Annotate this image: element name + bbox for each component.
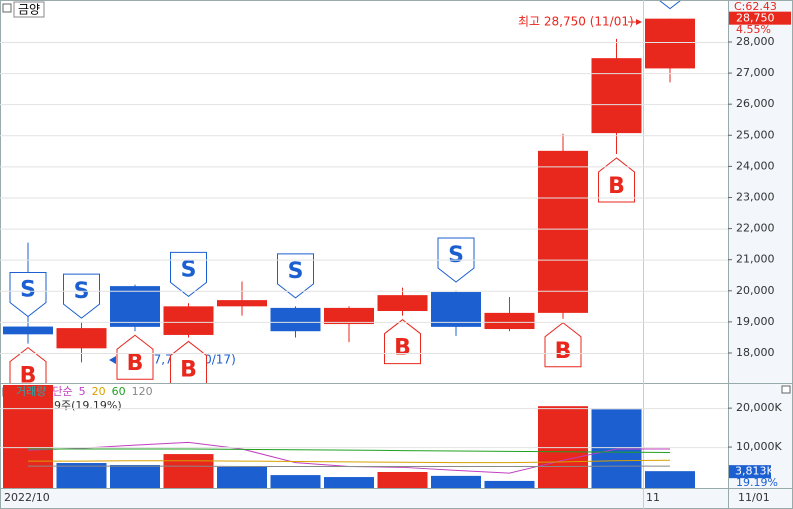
volume-change: 19.19% <box>736 476 778 489</box>
y-tick-label: 26,000 <box>736 97 775 110</box>
y-tick-label: 23,000 <box>736 190 775 203</box>
sell-signal: S <box>448 243 464 268</box>
candle-body <box>270 307 321 332</box>
last-price-label: 28,750 <box>736 12 775 25</box>
chart-title: 금양 <box>18 3 40 17</box>
ma-line <box>28 448 671 454</box>
candle-body <box>56 328 107 349</box>
scale-info: C:62.43 <box>734 0 777 13</box>
volume-bar <box>270 475 321 488</box>
sell-marker <box>9 272 47 318</box>
x-tick-label: 2022/10 <box>4 491 50 504</box>
buy-marker <box>384 319 421 365</box>
candle-body <box>3 326 53 335</box>
buy-signal: B <box>127 351 144 376</box>
date-axis-panel <box>0 489 793 509</box>
buy-marker <box>544 322 582 368</box>
sell-marker <box>63 273 100 319</box>
volume-bar <box>110 464 160 488</box>
cursor-date: 11/01 <box>738 491 770 504</box>
legend-entry: 20 <box>92 385 106 398</box>
legend-type: 단순 <box>52 385 72 398</box>
volume-bar <box>645 471 695 488</box>
last-volume-label: 3,813K <box>735 465 774 478</box>
pane-button[interactable] <box>781 385 791 394</box>
title-box <box>13 1 45 18</box>
legend-title: 거래량 <box>16 385 46 398</box>
volume-pane <box>3 385 695 488</box>
y-tick-label: 18,000 <box>736 346 775 359</box>
candle-body <box>110 286 160 327</box>
ma-line <box>28 459 671 464</box>
buy-marker <box>116 334 154 380</box>
last-price-box <box>729 11 791 25</box>
legend-entry: 120 <box>132 385 153 398</box>
buy-signal: B <box>555 339 572 364</box>
volume-bar <box>56 463 107 488</box>
price-pane: SSSSSSBBBBBB <box>3 1 695 389</box>
volume-bar <box>377 471 428 488</box>
y-tick-label: 25,000 <box>736 128 775 141</box>
y-tick-label: 21,000 <box>736 253 775 266</box>
y-tick-label: 20,000 <box>736 284 775 297</box>
buy-signal: B <box>608 174 625 199</box>
axes: 18,000 19,000 20,000 21,000 22,000 23,000 24,0… <box>0 11 791 479</box>
buy-signal: B <box>394 336 411 361</box>
candle-body <box>645 18 695 69</box>
pane-icon[interactable] <box>2 3 12 13</box>
candle-body <box>431 292 481 327</box>
volume-bar <box>217 466 267 488</box>
y-tick-label: 27,000 <box>736 66 775 79</box>
y-tick-label: 24,000 <box>736 159 775 172</box>
buy-marker <box>9 347 47 383</box>
x-tick-label: 11 <box>646 491 660 504</box>
last-volume-box <box>729 465 771 479</box>
annotation-arrow <box>636 19 642 25</box>
sell-signal: S <box>20 278 36 303</box>
legend-entry: 5 <box>79 385 86 398</box>
y-tick-label: 10,000K <box>736 440 782 453</box>
candle-body <box>538 150 588 313</box>
y-tick-label: 28,000 <box>736 35 775 48</box>
candle-body <box>377 295 428 312</box>
volume-bar <box>163 454 214 488</box>
axis-panel <box>729 0 793 489</box>
candle-body <box>163 306 214 335</box>
volume-bar <box>324 477 374 488</box>
sell-signal: S <box>288 259 304 284</box>
volume-bar <box>3 385 53 488</box>
high-annotation: 최고 28,750 (11/01) <box>518 15 634 29</box>
candle-body <box>484 312 535 330</box>
buy-signal: B <box>180 357 197 382</box>
legend-entry: 60 <box>112 385 126 398</box>
y-tick-label: 20,000K <box>736 401 782 414</box>
price-change: 4.55% <box>736 23 771 36</box>
volume-bar <box>484 480 535 488</box>
buy-signal: B <box>20 364 37 389</box>
candle-body <box>591 58 642 134</box>
candle-body <box>324 307 374 325</box>
annotation-arrow <box>109 356 116 364</box>
sell-signal: S <box>181 257 197 282</box>
sell-marker <box>659 1 681 10</box>
sell-marker <box>170 251 207 297</box>
y-tick-label: 22,000 <box>736 222 775 235</box>
volume-bar <box>431 475 481 488</box>
buy-marker <box>598 157 635 203</box>
candle-body <box>217 300 267 307</box>
y-tick-label: 19,000 <box>736 315 775 328</box>
